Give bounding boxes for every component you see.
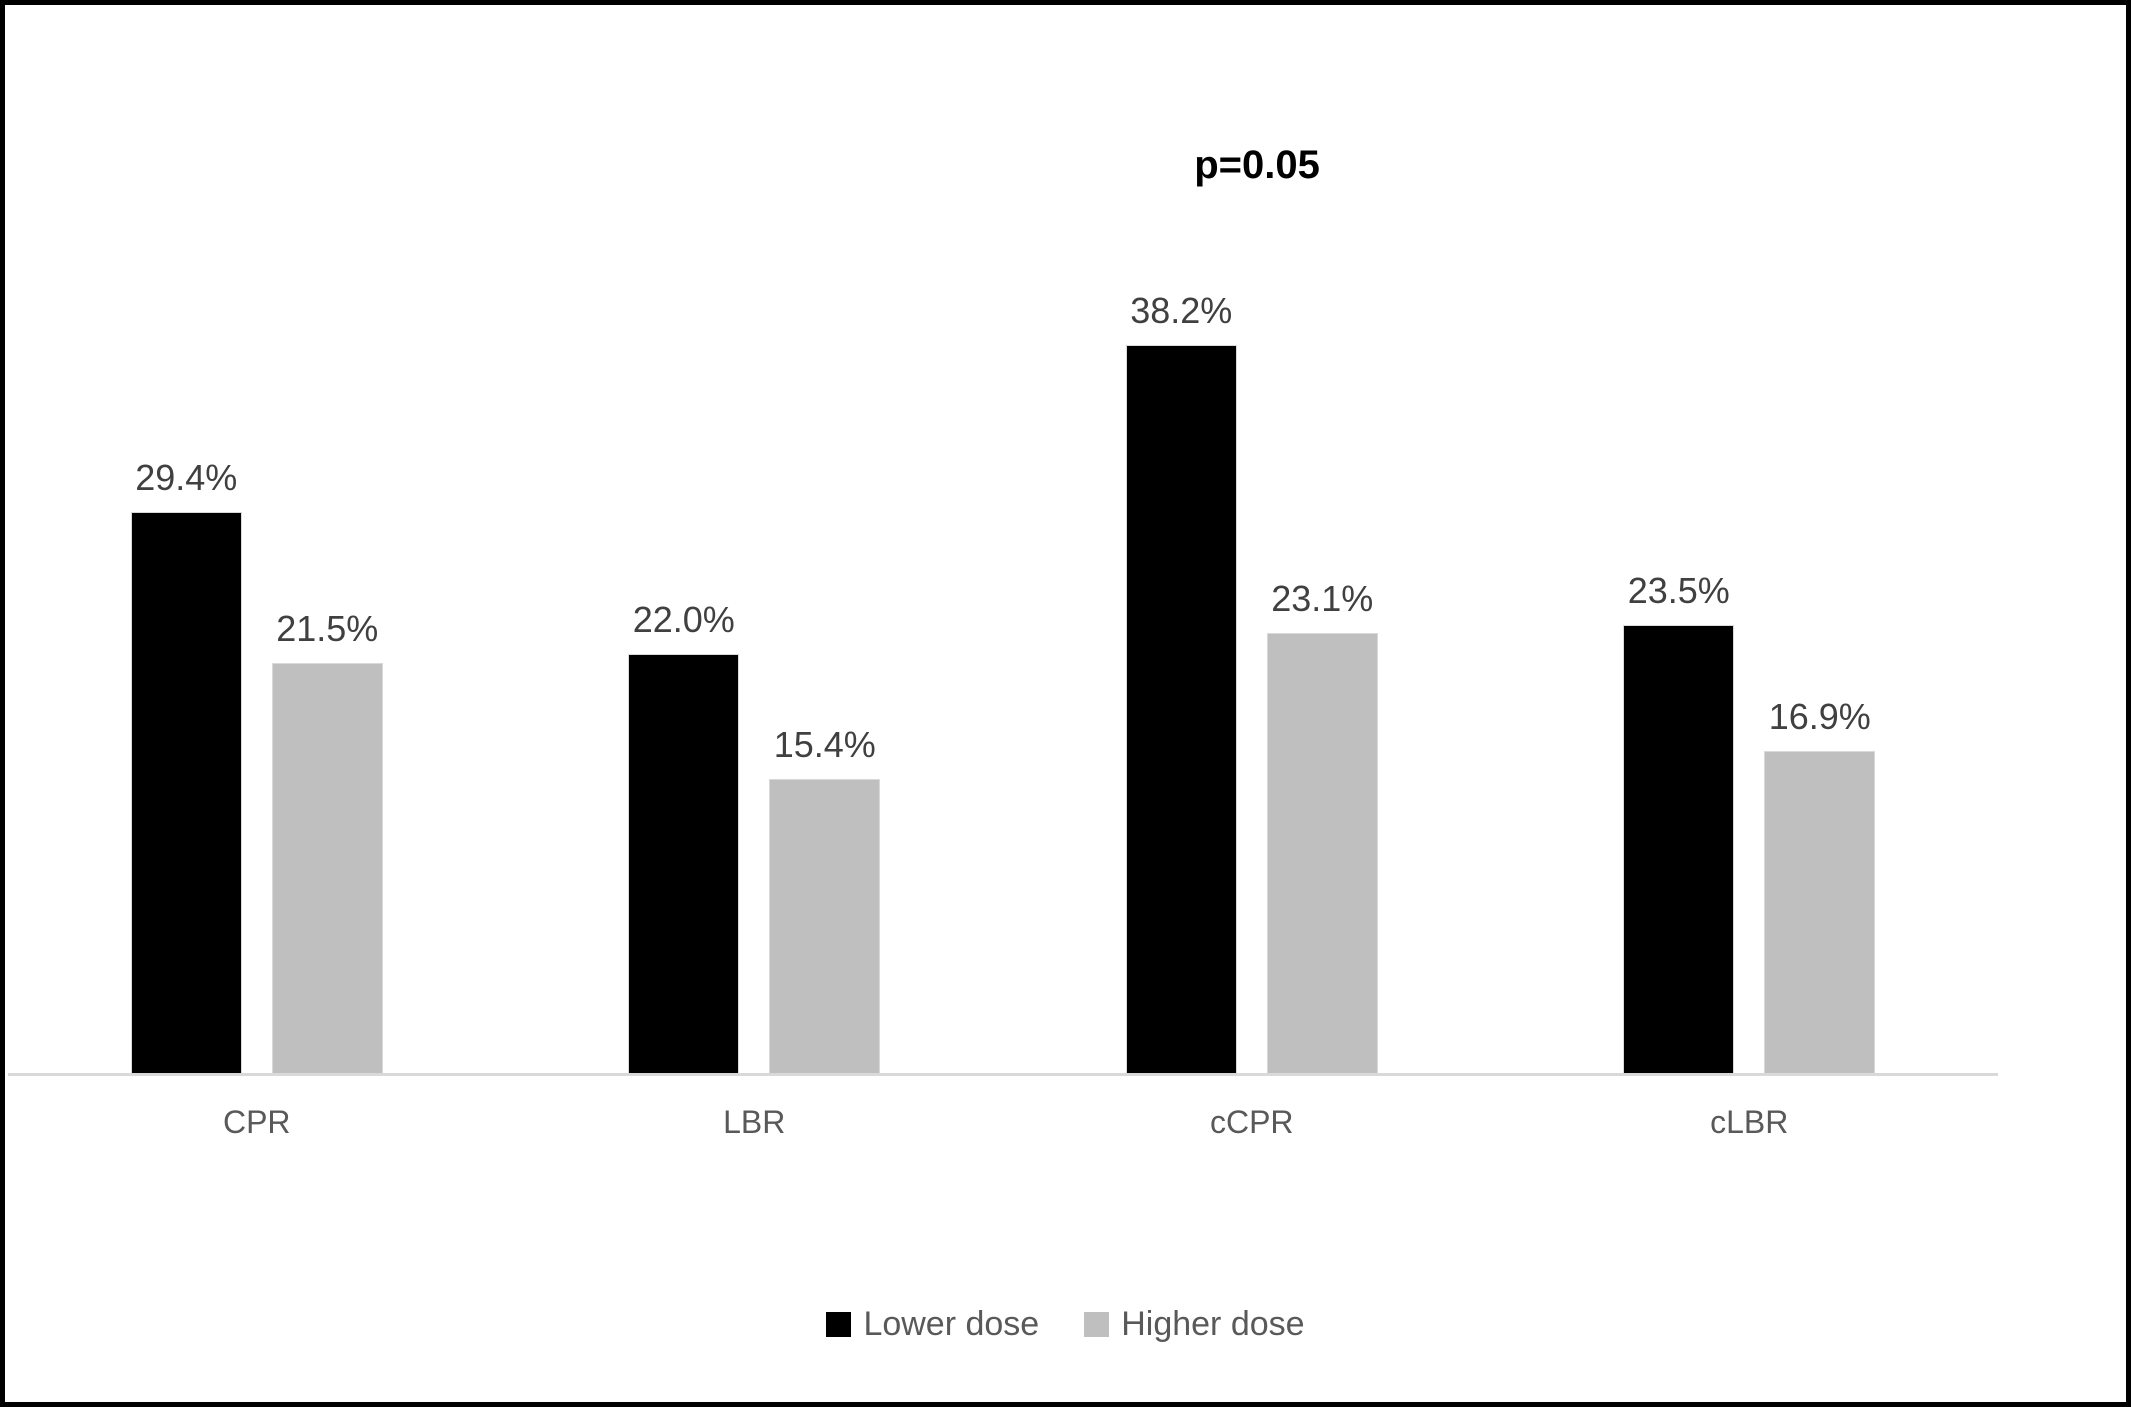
data-label-lower-dose-lbr: 22.0% [632,598,735,640]
data-label-lower-dose-cpr: 29.4% [135,457,238,499]
bar-col-higher-dose-clbr: 16.9% [1764,215,1876,1073]
legend-label-lower-dose: Lower dose [863,1305,1040,1343]
bar-lower-dose-lbr [628,653,740,1073]
bar-col-lower-dose-cpr: 29.4% [130,215,242,1073]
bar-lower-dose-clbr [1623,624,1735,1073]
bar-higher-dose-clbr [1764,750,1876,1073]
data-label-lower-dose-clbr: 23.5% [1627,569,1730,611]
bar-higher-dose-cpr [271,663,383,1073]
category-label-cpr: CPR [222,1104,291,1140]
legend-swatch-icon-higher-dose [1084,1312,1110,1337]
category-label-lbr: LBR [723,1104,786,1140]
bar-col-lower-dose-clbr: 23.5% [1623,215,1735,1073]
legend-item-lower-dose: Lower dose [826,1305,1039,1344]
bar-lower-dose-cpr [130,512,242,1073]
bar-group-cpr: 29.4% 21.5% [8,215,506,1073]
data-label-lower-dose-ccpr: 38.2% [1130,289,1233,331]
bar-col-lower-dose-lbr: 22.0% [628,215,740,1073]
bar-higher-dose-lbr [769,779,881,1073]
bar-lower-dose-ccpr [1125,344,1237,1073]
bar-col-higher-dose-ccpr: 23.1% [1266,215,1378,1073]
plot-area: 29.4% 21.5% 22.0% 15.4% 38.2% 23.1% 23.5% 16.9% [8,215,1998,1076]
legend-label-higher-dose: Higher dose [1121,1305,1305,1343]
legend-swatch-icon-lower-dose [826,1312,852,1337]
bar-higher-dose-ccpr [1266,632,1378,1073]
data-label-higher-dose-lbr: 15.4% [773,724,876,766]
data-label-higher-dose-clbr: 16.9% [1768,695,1871,737]
category-label-clbr: cLBR [1710,1104,1789,1140]
data-label-higher-dose-cpr: 21.5% [276,608,379,650]
category-label-ccpr: cCPR [1209,1104,1294,1140]
bar-group-lbr: 22.0% 15.4% [506,215,1004,1073]
bar-col-higher-dose-cpr: 21.5% [271,215,383,1073]
p-value-annotation: p=0.05 [1194,143,1320,187]
bar-group-clbr: 23.5% 16.9% [1501,215,1999,1073]
data-label-higher-dose-ccpr: 23.1% [1271,577,1374,619]
bar-group-ccpr: 38.2% 23.1% [1003,215,1501,1073]
category-axis: CPR LBR cCPR cLBR [8,1100,1998,1145]
bar-col-higher-dose-lbr: 15.4% [769,215,881,1073]
legend-item-higher-dose: Higher dose [1084,1305,1305,1344]
bar-col-lower-dose-ccpr: 38.2% [1125,215,1237,1073]
legend: Lower dose Higher dose [5,1305,2126,1344]
